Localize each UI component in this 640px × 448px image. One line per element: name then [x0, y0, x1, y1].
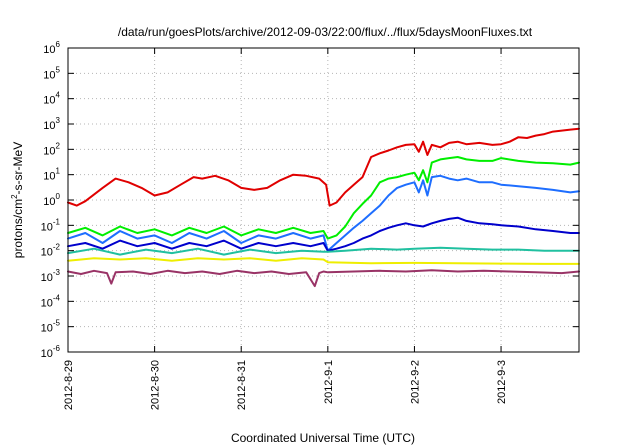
y-tick-exponent: -4 — [53, 293, 61, 302]
y-tick-label: 105 — [43, 65, 60, 81]
series-line-1 — [67, 156, 580, 240]
y-tick-label: 10-2 — [41, 243, 61, 259]
x-axis: 2012-8-29 2012-8-30 2012-8-31 2012-9-1 2012-… — [63, 48, 508, 410]
series-line-6 — [67, 269, 580, 288]
y-tick-exponent: 0 — [56, 192, 61, 201]
y-axis-title-suffix: -s-sr-MeV — [11, 142, 25, 195]
y-tick-base: 10 — [43, 171, 55, 183]
series-line-0 — [67, 127, 580, 207]
x-tick-label: 2012-9-1 — [323, 360, 335, 404]
y-axis-title: protons/cm2-s-sr-MeV — [10, 142, 25, 258]
y-tick-label: 102 — [43, 141, 60, 157]
x-axis-title: Coordinated Universal Time (UTC) — [231, 431, 415, 445]
y-tick-exponent: 5 — [56, 65, 61, 74]
y-tick-exponent: -6 — [53, 344, 61, 353]
y-tick-exponent: 2 — [56, 141, 61, 150]
series-line-2 — [67, 174, 580, 252]
y-tick-base: 10 — [43, 69, 55, 81]
x-tick-label: 2012-8-31 — [236, 360, 248, 410]
y-tick-base: 10 — [41, 221, 53, 233]
y-tick-base: 10 — [41, 348, 53, 360]
y-tick-base: 10 — [41, 323, 53, 335]
y-tick-base: 10 — [43, 145, 55, 157]
series-line-4 — [67, 246, 580, 256]
y-tick-label: 106 — [43, 40, 60, 56]
y-tick-label: 100 — [43, 192, 60, 208]
y-tick-label: 10-1 — [41, 217, 61, 233]
y-tick-label: 104 — [43, 91, 60, 107]
x-tick-label: 2012-9-3 — [496, 360, 508, 404]
y-tick-exponent: 3 — [56, 116, 61, 125]
series-layer — [67, 127, 580, 288]
y-axis-title-sup: 2 — [10, 194, 19, 199]
chart-title: /data/run/goesPlots/archive/2012-09-03/2… — [118, 25, 533, 39]
y-tick-exponent: -1 — [53, 217, 61, 226]
y-tick-label: 103 — [43, 116, 60, 132]
series-line-5 — [67, 257, 580, 265]
series-line-3 — [67, 216, 580, 252]
x-tick-label: 2012-9-2 — [409, 360, 421, 404]
y-tick-exponent: 4 — [56, 91, 61, 100]
y-tick-exponent: -3 — [53, 268, 61, 277]
y-tick-exponent: -2 — [53, 243, 61, 252]
y-axis: 10-610-510-410-310-210-11001011021031041… — [41, 40, 579, 360]
y-tick-label: 10-4 — [41, 293, 61, 309]
y-tick-exponent: 1 — [56, 167, 61, 176]
y-tick-base: 10 — [41, 247, 53, 259]
y-axis-title-prefix: protons/cm — [11, 199, 25, 258]
y-tick-base: 10 — [41, 297, 53, 309]
y-tick-label: 10-5 — [41, 319, 61, 335]
y-tick-exponent: 6 — [56, 40, 61, 49]
x-tick-label: 2012-8-29 — [63, 360, 75, 410]
y-tick-label: 10-3 — [41, 268, 61, 284]
y-tick-label: 10-6 — [41, 344, 61, 360]
y-tick-base: 10 — [41, 272, 53, 284]
y-tick-label: 101 — [43, 167, 60, 183]
y-tick-exponent: -5 — [53, 319, 61, 328]
y-tick-base: 10 — [43, 44, 55, 56]
x-tick-label: 2012-8-30 — [150, 360, 162, 410]
y-tick-base: 10 — [43, 95, 55, 107]
y-tick-base: 10 — [43, 196, 55, 208]
y-tick-base: 10 — [43, 120, 55, 132]
